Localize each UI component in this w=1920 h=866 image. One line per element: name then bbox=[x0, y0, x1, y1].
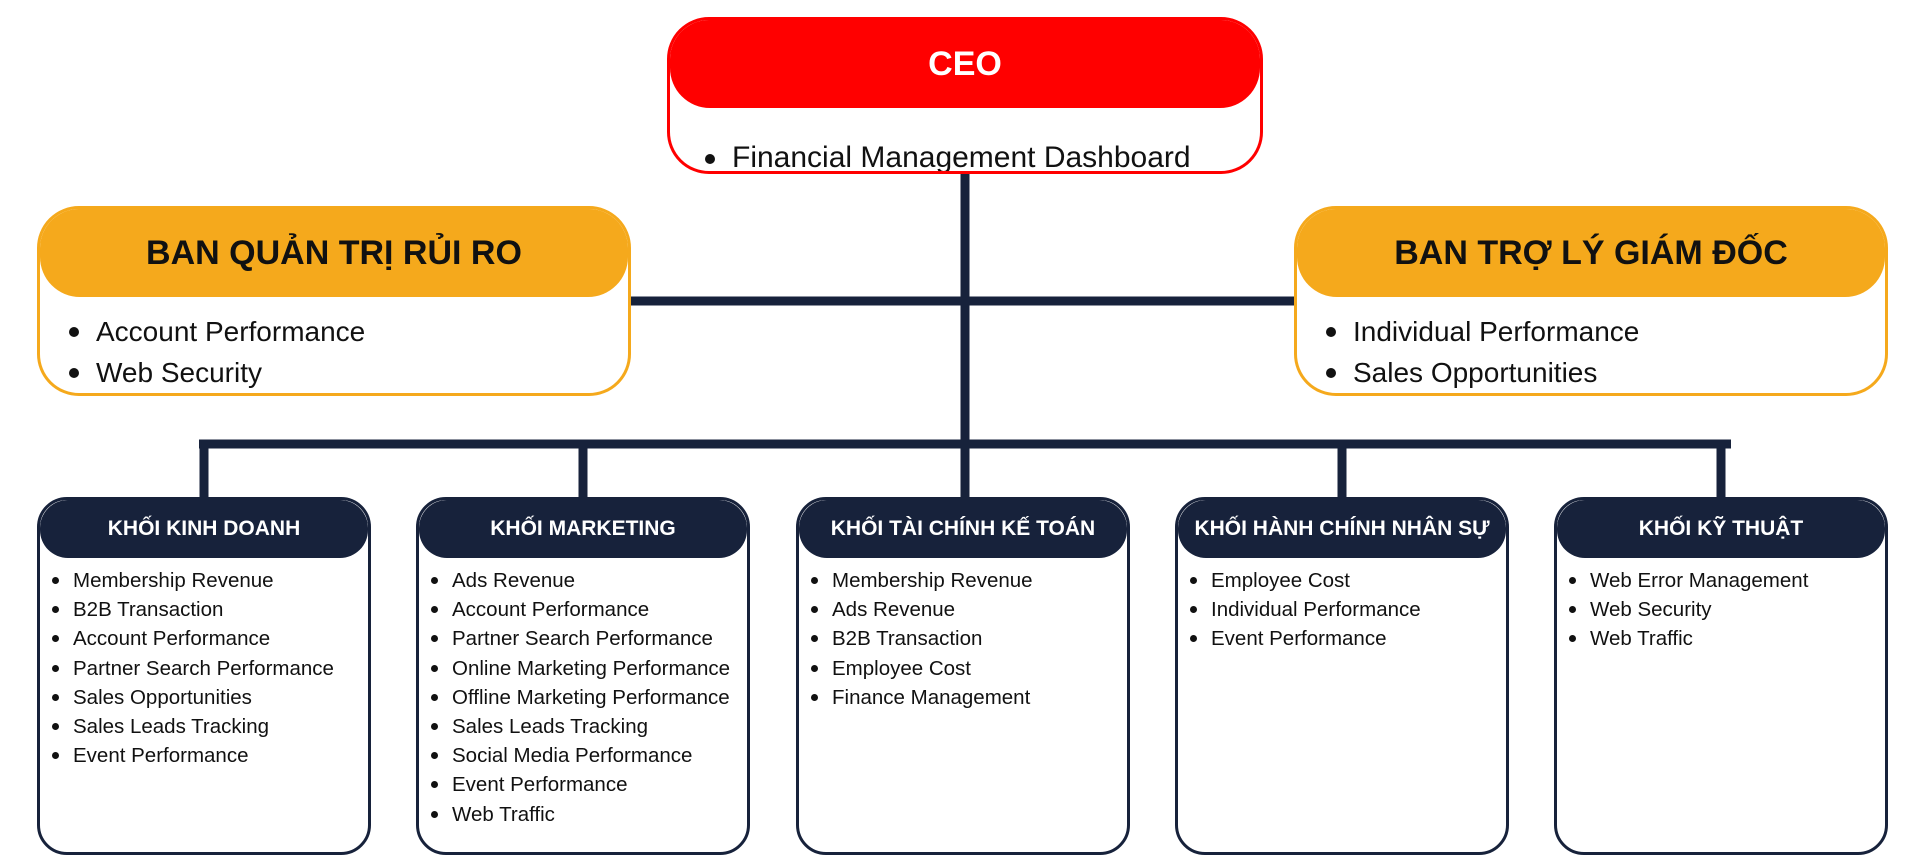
list-item: Sales Leads Tracking bbox=[40, 712, 368, 741]
list-item: Individual Performance bbox=[1297, 311, 1885, 352]
list-item: Online Marketing Performance bbox=[419, 654, 747, 683]
assistant-board-box: BAN TRỢ LÝ GIÁM ĐỐC Individual Performan… bbox=[1294, 206, 1888, 396]
division-tech-box: KHỐI KỸ THUẬT Web Error Management Web S… bbox=[1554, 497, 1888, 855]
list-item: Sales Opportunities bbox=[40, 683, 368, 712]
list-item: Finance Management bbox=[799, 683, 1127, 712]
list-item: Social Media Performance bbox=[419, 741, 747, 770]
division-marketing-title: KHỐI MARKETING bbox=[419, 500, 747, 558]
list-item: Employee Cost bbox=[799, 654, 1127, 683]
list-item: Event Performance bbox=[40, 741, 368, 770]
risk-board-title: BAN QUẢN TRỊ RỦI RO bbox=[40, 209, 628, 297]
list-item: Offline Marketing Performance bbox=[419, 683, 747, 712]
assistant-board-title: BAN TRỢ LÝ GIÁM ĐỐC bbox=[1297, 209, 1885, 297]
division-marketing-list: Ads Revenue Account Performance Partner … bbox=[419, 558, 747, 829]
division-marketing-box: KHỐI MARKETING Ads Revenue Account Perfo… bbox=[416, 497, 750, 855]
list-item: Web Traffic bbox=[1557, 624, 1885, 653]
ceo-list: Financial Management Dashboard bbox=[670, 108, 1260, 171]
list-item: Web Error Management bbox=[1557, 566, 1885, 595]
ceo-box: CEO Financial Management Dashboard bbox=[667, 17, 1263, 174]
list-item: Partner Search Performance bbox=[40, 654, 368, 683]
division-hr-title: KHỐI HÀNH CHÍNH NHÂN SỰ bbox=[1178, 500, 1506, 558]
list-item: Membership Revenue bbox=[40, 566, 368, 595]
list-item: B2B Transaction bbox=[799, 624, 1127, 653]
division-finance-box: KHỐI TÀI CHÍNH KẾ TOÁN Membership Revenu… bbox=[796, 497, 1130, 855]
division-sales-title: KHỐI KINH DOANH bbox=[40, 500, 368, 558]
division-finance-list: Membership Revenue Ads Revenue B2B Trans… bbox=[799, 558, 1127, 712]
division-sales-list: Membership Revenue B2B Transaction Accou… bbox=[40, 558, 368, 770]
list-item: Partner Search Performance bbox=[419, 624, 747, 653]
division-tech-list: Web Error Management Web Security Web Tr… bbox=[1557, 558, 1885, 654]
list-item: Employee Cost bbox=[1178, 566, 1506, 595]
division-tech-title: KHỐI KỸ THUẬT bbox=[1557, 500, 1885, 558]
ceo-title: CEO bbox=[670, 20, 1260, 108]
list-item: Account Performance bbox=[40, 624, 368, 653]
risk-board-list: Account Performance Web Security bbox=[40, 297, 628, 393]
list-item: Financial Management Dashboard bbox=[670, 140, 1260, 171]
list-item: Event Performance bbox=[1178, 624, 1506, 653]
risk-board-box: BAN QUẢN TRỊ RỦI RO Account Performance … bbox=[37, 206, 631, 396]
list-item: Account Performance bbox=[419, 595, 747, 624]
division-hr-list: Employee Cost Individual Performance Eve… bbox=[1178, 558, 1506, 654]
division-sales-box: KHỐI KINH DOANH Membership Revenue B2B T… bbox=[37, 497, 371, 855]
list-item: Ads Revenue bbox=[799, 595, 1127, 624]
list-item: B2B Transaction bbox=[40, 595, 368, 624]
list-item: Sales Leads Tracking bbox=[419, 712, 747, 741]
list-item: Web Security bbox=[40, 352, 628, 393]
list-item: Web Traffic bbox=[419, 800, 747, 829]
division-hr-box: KHỐI HÀNH CHÍNH NHÂN SỰ Employee Cost In… bbox=[1175, 497, 1509, 855]
list-item: Sales Opportunities bbox=[1297, 352, 1885, 393]
list-item: Ads Revenue bbox=[419, 566, 747, 595]
list-item: Web Security bbox=[1557, 595, 1885, 624]
list-item: Event Performance bbox=[419, 770, 747, 799]
list-item: Individual Performance bbox=[1178, 595, 1506, 624]
list-item: Account Performance bbox=[40, 311, 628, 352]
division-finance-title: KHỐI TÀI CHÍNH KẾ TOÁN bbox=[799, 500, 1127, 558]
assistant-board-list: Individual Performance Sales Opportuniti… bbox=[1297, 297, 1885, 393]
list-item: Membership Revenue bbox=[799, 566, 1127, 595]
